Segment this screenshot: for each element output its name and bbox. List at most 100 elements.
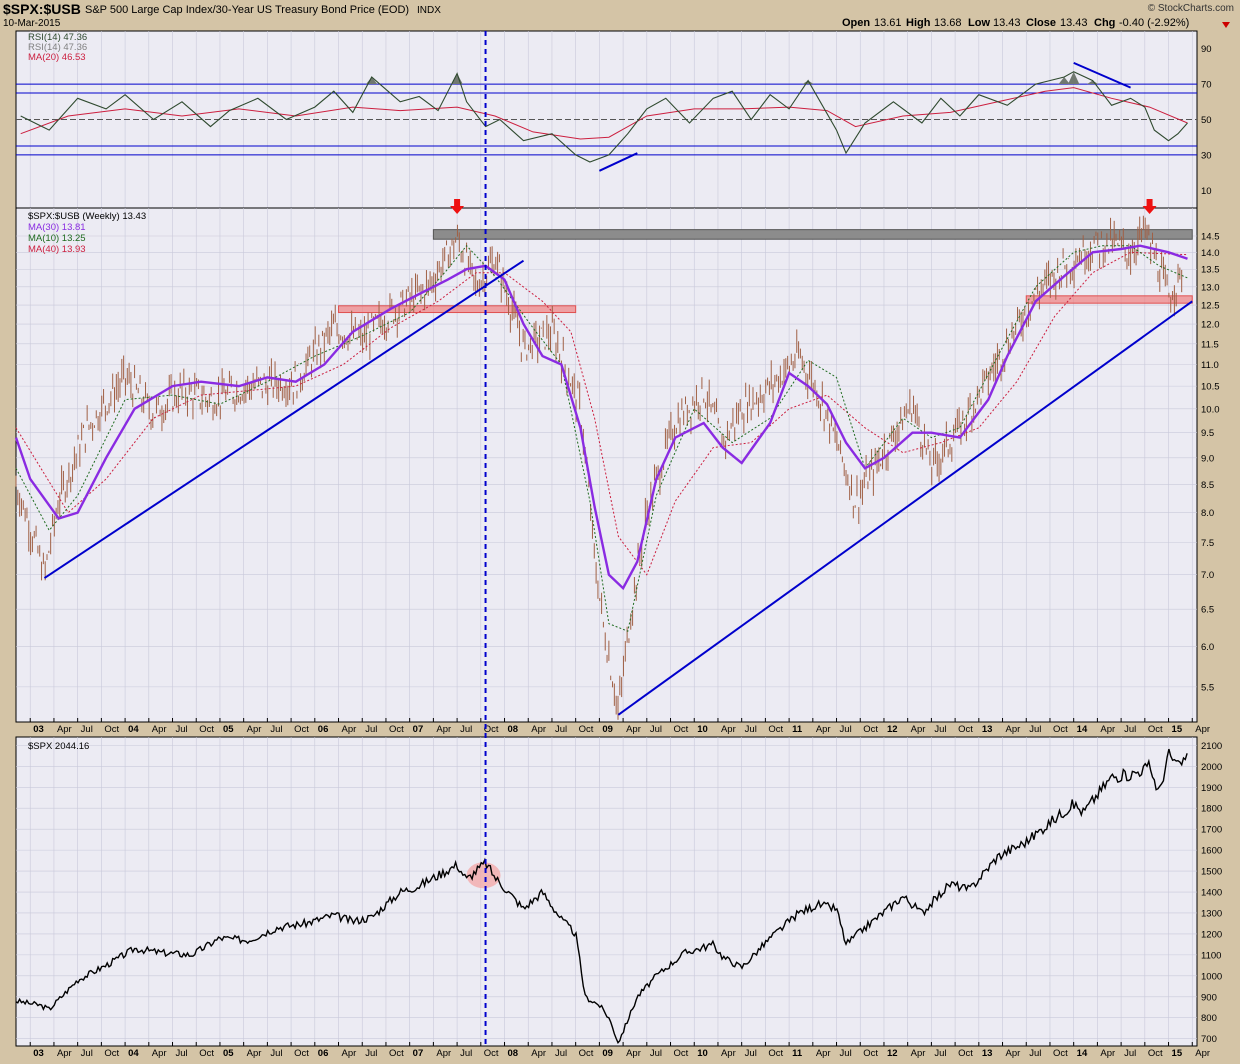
x-tick-label: Jul <box>1124 724 1136 735</box>
x-tick-label: Oct <box>104 1048 119 1059</box>
x-tick-label: Oct <box>768 1048 783 1059</box>
ratio-y-tick-label: 10.5 <box>1201 382 1220 393</box>
x-tick-label: Apr <box>816 1048 831 1059</box>
ratio-y-tick-label: 11.5 <box>1201 339 1219 350</box>
ratio-y-tick-label: 8.5 <box>1201 480 1214 491</box>
x-tick-label: Apr <box>911 724 926 735</box>
x-axis-top: 03 Apr Jul Oct 04 Apr Jul Oct 05 Apr Jul Oct 06 Apr Ju… <box>29 718 1210 735</box>
ratio-y-tick-label: 6.5 <box>1201 605 1214 616</box>
chg-label: Chg <box>1094 17 1115 29</box>
down-arrow-icon <box>1142 199 1157 214</box>
spx-y-tick-label: 1200 <box>1201 929 1222 940</box>
spx-y-tick-label: 1400 <box>1201 888 1222 899</box>
ratio-y-tick-label: 12.0 <box>1201 320 1220 331</box>
spx-y-tick-label: 1600 <box>1201 846 1222 857</box>
x-tick-label: Jul <box>934 1048 946 1059</box>
spx-y-tick-label: 1100 <box>1201 950 1221 961</box>
chart-date: 10-Mar-2015 <box>3 18 61 29</box>
x-tick-label: Oct <box>674 724 689 735</box>
low-value: 13.43 <box>993 17 1021 29</box>
spx-y-tick-label: 1900 <box>1201 783 1222 794</box>
x-tick-label: Apr <box>626 724 641 735</box>
trendline <box>43 259 525 579</box>
highlight-circle <box>466 862 501 889</box>
x-tick-label: Jul <box>934 724 946 735</box>
x-tick-label: Oct <box>674 1048 689 1059</box>
spx-y-tick-label: 1300 <box>1201 908 1222 919</box>
rsi-ma-line <box>20 87 1188 140</box>
rsi-y-tick-label: 50 <box>1201 115 1212 126</box>
chg-value: -0.40 (-2.92%) <box>1119 17 1189 29</box>
x-tick-label: Apr <box>1006 724 1021 735</box>
x-tick-label: Apr <box>436 724 451 735</box>
x-tick-label: Apr <box>531 724 546 735</box>
x-tick-label: Oct <box>389 1048 404 1059</box>
ma30-line <box>14 244 1188 591</box>
x-tick-label: Apr <box>531 1048 546 1059</box>
ratio-y-tick-label: 10.0 <box>1201 404 1220 415</box>
x-tick-label: Oct <box>294 1048 309 1059</box>
x-tick-label: Oct <box>1053 724 1068 735</box>
x-tick-label: 11 <box>792 724 803 735</box>
x-tick-label: 03 <box>33 724 44 735</box>
ma10-legend-item: MA(10) 13.25 <box>28 233 86 244</box>
x-tick-label: 06 <box>318 1048 329 1059</box>
x-tick-label: Jul <box>81 724 93 735</box>
x-tick-label: 15 <box>1172 1048 1183 1059</box>
ratio-y-tick-label: 14.5 <box>1201 232 1220 243</box>
chart-description: S&P 500 Large Cap Index/30-Year US Treas… <box>85 4 409 16</box>
x-tick-label: Apr <box>911 1048 926 1059</box>
rsi-divergence-line <box>598 152 638 172</box>
x-tick-label: 15 <box>1172 724 1183 735</box>
x-tick-label: Apr <box>152 1048 167 1059</box>
x-tick-label: Oct <box>199 724 214 735</box>
x-tick-label: Apr <box>721 1048 736 1059</box>
x-tick-label: 09 <box>602 724 613 735</box>
rsi-overbought-fill <box>1067 71 1080 85</box>
x-tick-label: Oct <box>484 724 499 735</box>
x-tick-label: 06 <box>318 724 329 735</box>
spx-title: $SPX 2044.16 <box>28 741 89 752</box>
resistance-band <box>432 229 1193 240</box>
x-tick-label: Oct <box>958 724 973 735</box>
ratio-title: $SPX:$USB (Weekly) 13.43 <box>28 211 146 222</box>
rsi-legend-item: RSI(14) 47.36 <box>28 32 87 43</box>
ma10-line <box>15 244 1188 632</box>
ma30-legend-item: MA(30) 13.81 <box>28 222 86 233</box>
x-tick-label: Jul <box>1029 1048 1041 1059</box>
x-tick-label: Jul <box>840 1048 852 1059</box>
spx-y-tick-label: 800 <box>1201 1013 1217 1024</box>
x-tick-label: Apr <box>626 1048 641 1059</box>
high-label: High <box>906 17 931 29</box>
rsi-line <box>20 71 1188 163</box>
x-tick-label: Jul <box>176 1048 188 1059</box>
x-tick-label: Jul <box>1029 724 1041 735</box>
x-tick-label: Apr <box>57 724 72 735</box>
ratio-y-tick-label: 6.0 <box>1201 642 1214 653</box>
spx-y-tick-label: 2100 <box>1201 741 1222 752</box>
x-tick-label: 11 <box>792 1048 803 1059</box>
x-tick-label: Jul <box>365 1048 377 1059</box>
x-axis-bottom: 03 Apr Jul Oct 04 Apr Jul Oct 05 Apr Jul Oct 06 Apr Ju… <box>29 1042 1210 1059</box>
quote-bar: Open 13.61 High 13.68 Low 13.43 Close 13… <box>842 17 1189 29</box>
rsi-y-tick-label: 70 <box>1201 80 1212 91</box>
spx-y-tick-label: 2000 <box>1201 762 1222 773</box>
x-tick-label: Jul <box>365 724 377 735</box>
rsi-panel: 10 30 50 70 90 <box>15 30 1212 209</box>
x-tick-label: Apr <box>721 724 736 735</box>
x-tick-label: Jul <box>270 1048 282 1059</box>
high-value: 13.68 <box>934 17 962 29</box>
x-tick-label: Apr <box>342 724 357 735</box>
ratio-y-tick-label: 9.0 <box>1201 453 1214 464</box>
rsi-overbought-fill <box>1058 77 1070 85</box>
spx-line <box>15 748 1188 1044</box>
x-tick-label: 07 <box>413 724 424 735</box>
close-value: 13.43 <box>1060 17 1088 29</box>
ratio-panel: 5.5 6.0 6.5 7.0 7.5 8.0 8.5 9.0 9.5 10.0 10.5 11.0 1… <box>14 199 1220 723</box>
x-tick-label: Apr <box>342 1048 357 1059</box>
x-tick-label: 12 <box>887 1048 898 1059</box>
x-tick-label: Jul <box>1124 1048 1136 1059</box>
x-tick-label: Jul <box>745 724 757 735</box>
x-tick-label: 07 <box>413 1048 424 1059</box>
